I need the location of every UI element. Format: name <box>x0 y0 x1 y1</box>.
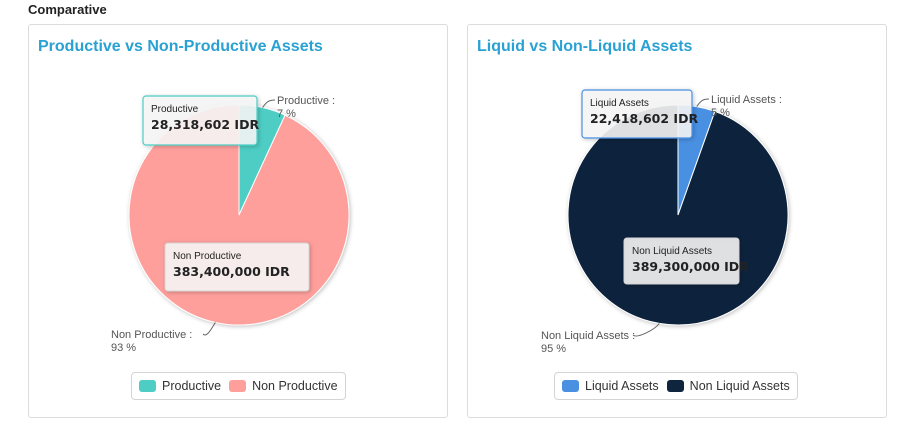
data-label-box <box>164 242 310 292</box>
data-label-name: Non Productive <box>173 251 242 262</box>
slice-percent-label: Non Productive : <box>111 329 192 341</box>
slice-percent-value: 5 % <box>711 107 730 119</box>
legend-item-non-liquid[interactable]: Non Liquid Assets <box>666 379 790 393</box>
label-connector <box>696 98 710 107</box>
data-label-box <box>581 89 693 139</box>
legend-swatch <box>229 380 247 392</box>
data-label-value: 389,300,000 IDR <box>632 259 749 274</box>
slice-percent-value: 95 % <box>541 343 566 355</box>
legend-label: Liquid Assets <box>585 379 659 393</box>
data-label-value: 22,418,602 IDR <box>590 111 698 126</box>
slice-percent-value: 7 % <box>277 108 296 120</box>
liquid-chart-panel: Liquid vs Non-Liquid Assets Liquid Asset… <box>467 24 887 418</box>
legend-swatch <box>666 380 684 392</box>
slice-percent-value: 93 % <box>111 342 136 354</box>
slice-percent-label: Liquid Assets : <box>711 94 782 106</box>
data-label-value: 383,400,000 IDR <box>173 264 290 279</box>
legend-swatch <box>139 380 156 392</box>
chart-title: Productive vs Non-Productive Assets <box>38 38 323 55</box>
label-connector <box>262 99 276 108</box>
slice-percent-label: Productive : <box>277 95 335 107</box>
chart-legend: Liquid Assets Non Liquid Assets <box>554 372 798 400</box>
slice-percent-label: Non Liquid Assets : <box>541 330 635 342</box>
legend-item-productive[interactable]: Productive <box>139 379 221 393</box>
data-label-name: Productive <box>151 104 199 115</box>
chart-title: Liquid vs Non-Liquid Assets <box>477 38 693 55</box>
data-label-name: Non Liquid Assets <box>632 246 712 257</box>
data-label-value: 28,318,602 IDR <box>151 117 259 132</box>
liquid-pie-chart: Liquid Assets :5 % Non Liquid Assets :95 … <box>541 89 789 355</box>
productive-pie-chart: Productive :7 % Non Productive :93 % Produ… <box>111 95 350 354</box>
data-label-box <box>623 237 740 285</box>
section-title: Comparative <box>28 2 107 17</box>
chart-legend: Productive Non Productive <box>131 372 346 400</box>
productive-chart-panel: Productive vs Non-Productive Assets Prod… <box>28 24 448 418</box>
legend-label: Non Productive <box>252 379 338 393</box>
label-connector <box>202 322 216 336</box>
legend-swatch <box>562 380 579 392</box>
label-connector <box>632 323 660 337</box>
legend-label: Non Liquid Assets <box>689 379 790 393</box>
data-label-box <box>142 95 258 146</box>
legend-item-liquid[interactable]: Liquid Assets <box>562 379 659 393</box>
legend-label: Productive <box>162 379 222 393</box>
legend-item-non-productive[interactable]: Non Productive <box>229 379 338 393</box>
data-label-name: Liquid Assets <box>590 98 649 109</box>
